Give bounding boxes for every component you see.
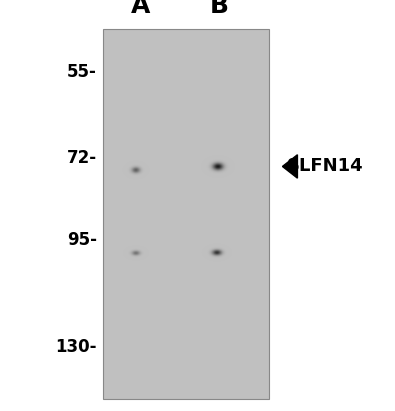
Text: SLFN14: SLFN14 — [286, 157, 363, 175]
Text: 55-: 55- — [67, 63, 97, 81]
Text: 72-: 72- — [67, 149, 97, 167]
Bar — [103, 29, 269, 399]
Polygon shape — [282, 155, 297, 178]
Text: 95-: 95- — [67, 231, 97, 249]
Text: B: B — [210, 0, 229, 18]
Text: A: A — [130, 0, 150, 18]
Text: 130-: 130- — [55, 338, 97, 356]
